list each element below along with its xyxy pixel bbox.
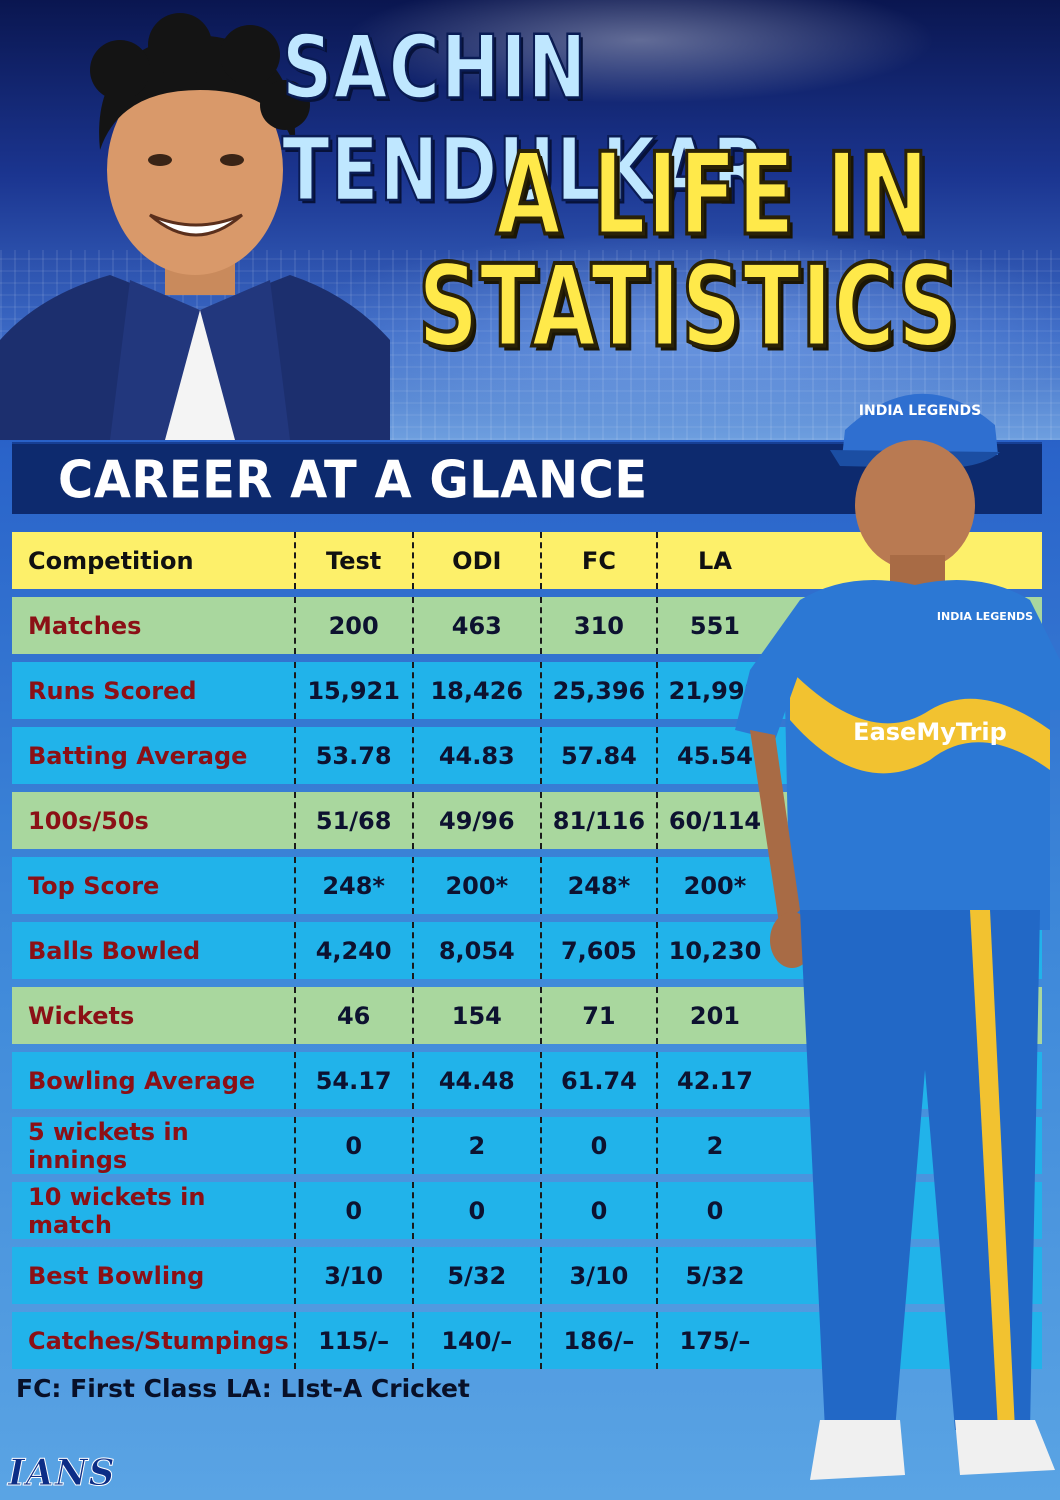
table-row: Runs Scored 15,921 18,426 25,396 21,999 <box>12 662 772 719</box>
cell-test: 15,921 <box>293 662 412 719</box>
cell-la: 5/32 <box>655 1247 772 1304</box>
table-row: Batting Average 53.78 44.83 57.84 45.54 <box>12 727 772 784</box>
cell-fc: 71 <box>539 987 656 1044</box>
table-row: Catches/Stumpings 115/– 140/– 186/– 175/– <box>12 1312 772 1369</box>
cell-odi: 154 <box>411 987 540 1044</box>
portrait-illustration <box>0 13 390 440</box>
cell-fc: 7,605 <box>539 922 656 979</box>
cell-fc: 248* <box>539 857 656 914</box>
cell-test: 54.17 <box>293 1052 412 1109</box>
header-col-la: LA <box>655 532 772 589</box>
table-row: Balls Bowled 4,240 8,054 7,605 10,230 <box>12 922 772 979</box>
cell-odi: 2 <box>411 1117 540 1174</box>
title-line-3: STATISTICS <box>416 238 960 374</box>
cell-fc: 3/10 <box>539 1247 656 1304</box>
table-row: 10 wickets in match 0 0 0 0 <box>12 1182 772 1239</box>
cell-odi: 8,054 <box>411 922 540 979</box>
cell-la: 201 <box>655 987 772 1044</box>
cell-la: 175/– <box>655 1312 772 1369</box>
cell-fc: 81/116 <box>539 792 656 849</box>
cell-odi: 140/– <box>411 1312 540 1369</box>
cell-odi: 200* <box>411 857 540 914</box>
cell-odi: 18,426 <box>411 662 540 719</box>
header-col-fc: FC <box>539 532 656 589</box>
table-header-row: Competition Test ODI FC LA <box>12 532 772 589</box>
sponsor-text: EaseMyTrip <box>853 718 1007 746</box>
cell-fc: 57.84 <box>539 727 656 784</box>
cell-test: 3/10 <box>293 1247 412 1304</box>
row-label: 100s/50s <box>12 792 294 849</box>
row-label: Matches <box>12 597 294 654</box>
cell-fc: 310 <box>539 597 656 654</box>
row-label: Top Score <box>12 857 294 914</box>
header-label: Competition <box>12 532 294 589</box>
row-label: Catches/Stumpings <box>12 1312 294 1369</box>
cell-la: 0 <box>655 1182 772 1239</box>
row-label: Best Bowling <box>12 1247 294 1304</box>
cell-odi: 463 <box>411 597 540 654</box>
cell-test: 0 <box>293 1182 412 1239</box>
title-line-1: SACHIN TENDULKAR <box>281 15 768 223</box>
player-illustration: INDIA LEGENDS EaseMyTrip INDIA LEGENDS <box>735 393 1060 1480</box>
cell-la: 60/114 <box>655 792 772 849</box>
table-row: Bowling Average 54.17 44.48 61.74 42.17 <box>12 1052 772 1109</box>
row-label: Batting Average <box>12 727 294 784</box>
cap-text: INDIA LEGENDS <box>859 403 981 419</box>
row-label: Wickets <box>12 987 294 1044</box>
cell-fc: 186/– <box>539 1312 656 1369</box>
table-row: Top Score 248* 200* 248* 200* <box>12 857 772 914</box>
cell-odi: 44.48 <box>411 1052 540 1109</box>
cell-la: 42.17 <box>655 1052 772 1109</box>
ians-logo: IANS <box>8 1452 116 1495</box>
cell-test: 53.78 <box>293 727 412 784</box>
cell-test: 115/– <box>293 1312 412 1369</box>
career-stats-table: Competition Test ODI FC LA Matches 200 463… <box>12 524 772 1377</box>
row-label: Runs Scored <box>12 662 294 719</box>
cell-fc: 0 <box>539 1117 656 1174</box>
note-fc: FC: First Class <box>16 1374 218 1403</box>
cell-la: 2 <box>655 1117 772 1174</box>
cell-test: 0 <box>293 1117 412 1174</box>
table-row: Wickets 46 154 71 201 <box>12 987 772 1044</box>
cell-test: 4,240 <box>293 922 412 979</box>
cell-test: 200 <box>293 597 412 654</box>
row-label: Balls Bowled <box>12 922 294 979</box>
table-row: Matches 200 463 310 551 <box>12 597 772 654</box>
table-row: 100s/50s 51/68 49/96 81/116 60/114 <box>12 792 772 849</box>
cell-odi: 0 <box>411 1182 540 1239</box>
row-label: 10 wickets in match <box>12 1182 294 1239</box>
table-row: 5 wickets in innings 0 2 0 2 <box>12 1117 772 1174</box>
cell-fc: 61.74 <box>539 1052 656 1109</box>
row-label: 5 wickets in innings <box>12 1117 294 1174</box>
cell-la: 551 <box>655 597 772 654</box>
cell-la: 200* <box>655 857 772 914</box>
cell-la: 10,230 <box>655 922 772 979</box>
section-title: CAREER AT A GLANCE <box>58 450 648 511</box>
jersey-badge: INDIA LEGENDS <box>937 610 1033 623</box>
row-label: Bowling Average <box>12 1052 294 1109</box>
title-line-2: A LIFE IN <box>495 126 931 262</box>
table-row: Best Bowling 3/10 5/32 3/10 5/32 <box>12 1247 772 1304</box>
note-la: LA: LIst-A Cricket <box>226 1374 470 1403</box>
cell-fc: 0 <box>539 1182 656 1239</box>
cell-test: 46 <box>293 987 412 1044</box>
cell-test: 51/68 <box>293 792 412 849</box>
cell-odi: 44.83 <box>411 727 540 784</box>
cell-odi: 5/32 <box>411 1247 540 1304</box>
cell-odi: 49/96 <box>411 792 540 849</box>
cell-test: 248* <box>293 857 412 914</box>
header-col-test: Test <box>293 532 412 589</box>
cell-fc: 25,396 <box>539 662 656 719</box>
header-col-odi: ODI <box>411 532 540 589</box>
